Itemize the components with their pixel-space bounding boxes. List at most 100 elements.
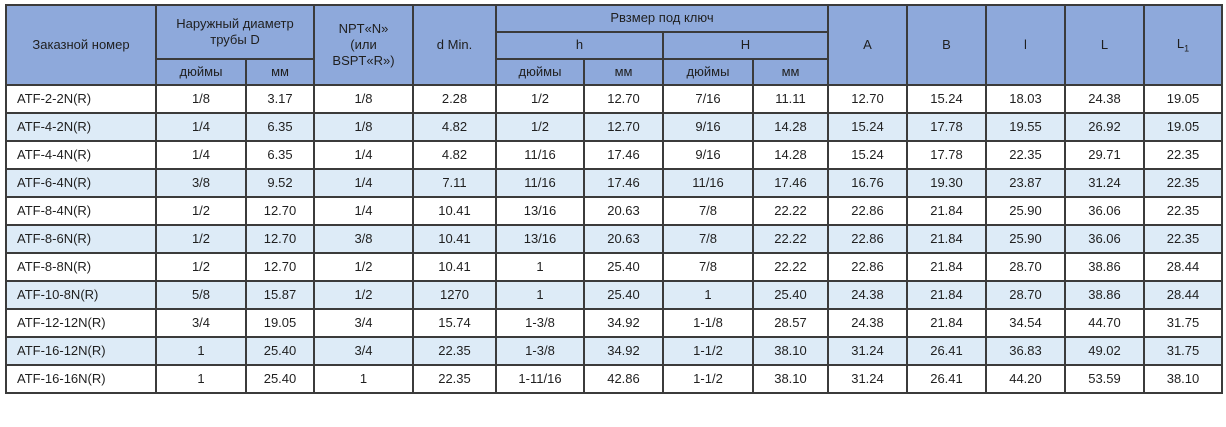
value-cell: 12.70 xyxy=(245,252,315,282)
value-cell: 17.78 xyxy=(906,112,987,142)
value-cell: 4.82 xyxy=(412,140,497,170)
value-cell: 42.86 xyxy=(583,364,664,394)
value-cell: 7/8 xyxy=(662,252,754,282)
value-cell: 53.59 xyxy=(1064,364,1145,394)
value-cell: 3/8 xyxy=(155,168,247,198)
value-cell: 24.38 xyxy=(827,280,908,310)
value-cell: 22.22 xyxy=(752,224,829,254)
value-cell: 15.87 xyxy=(245,280,315,310)
value-cell: 22.86 xyxy=(827,224,908,254)
order-number-cell: ATF-2-2N(R) xyxy=(5,84,157,114)
value-cell: 1/4 xyxy=(313,140,414,170)
value-cell: 15.24 xyxy=(906,84,987,114)
value-cell: 7.11 xyxy=(412,168,497,198)
value-cell: 36.06 xyxy=(1064,224,1145,254)
value-cell: 9.52 xyxy=(245,168,315,198)
column-header-h-upper: H xyxy=(662,31,829,60)
value-cell: 44.20 xyxy=(985,364,1066,394)
value-cell: 12.70 xyxy=(245,196,315,226)
value-cell: 3/4 xyxy=(313,336,414,366)
column-header-inches-h: дюймы xyxy=(495,58,585,86)
value-cell: 9/16 xyxy=(662,140,754,170)
value-cell: 28.57 xyxy=(752,308,829,338)
value-cell: 28.70 xyxy=(985,280,1066,310)
value-cell: 22.86 xyxy=(827,196,908,226)
table-row: ATF-16-12N(R) 1 25.40 3/4 22.35 1-3/8 34.92 1-1… xyxy=(5,336,1223,366)
value-cell: 2.28 xyxy=(412,84,497,114)
value-cell: 18.03 xyxy=(985,84,1066,114)
value-cell: 10.41 xyxy=(412,252,497,282)
value-cell: 22.35 xyxy=(1143,196,1223,226)
value-cell: 22.86 xyxy=(827,252,908,282)
value-cell: 21.84 xyxy=(906,224,987,254)
table-row: ATF-10-8N(R) 5/8 15.87 1/2 1270 1 25.40 1 25.40 2… xyxy=(5,280,1223,310)
order-number-cell: ATF-4-4N(R) xyxy=(5,140,157,170)
value-cell: 16.76 xyxy=(827,168,908,198)
value-cell: 13/16 xyxy=(495,224,585,254)
column-header-wrench-size: Рвзмер под ключ xyxy=(495,4,829,33)
l1-subscript: 1 xyxy=(1184,43,1190,54)
order-number-cell: ATF-8-4N(R) xyxy=(5,196,157,226)
value-cell: 34.92 xyxy=(583,308,664,338)
value-cell: 21.84 xyxy=(906,280,987,310)
value-cell: 31.75 xyxy=(1143,308,1223,338)
order-number-cell: ATF-6-4N(R) xyxy=(5,168,157,198)
column-header-b: B xyxy=(906,4,987,86)
value-cell: 7/8 xyxy=(662,224,754,254)
value-cell: 28.70 xyxy=(985,252,1066,282)
value-cell: 26.92 xyxy=(1064,112,1145,142)
value-cell: 13/16 xyxy=(495,196,585,226)
value-cell: 6.35 xyxy=(245,140,315,170)
value-cell: 22.35 xyxy=(412,364,497,394)
value-cell: 17.46 xyxy=(583,140,664,170)
value-cell: 26.41 xyxy=(906,336,987,366)
value-cell: 1/2 xyxy=(313,252,414,282)
value-cell: 22.35 xyxy=(1143,140,1223,170)
value-cell: 19.05 xyxy=(1143,84,1223,114)
value-cell: 1-1/2 xyxy=(662,364,754,394)
value-cell: 25.40 xyxy=(245,336,315,366)
order-number-cell: ATF-12-12N(R) xyxy=(5,308,157,338)
value-cell: 20.63 xyxy=(583,224,664,254)
value-cell: 12.70 xyxy=(583,112,664,142)
value-cell: 3/4 xyxy=(155,308,247,338)
fittings-dimensions-table: Заказной номер Наружный диаметр трубы D … xyxy=(5,4,1223,394)
value-cell: 17.46 xyxy=(583,168,664,198)
value-cell: 49.02 xyxy=(1064,336,1145,366)
value-cell: 1270 xyxy=(412,280,497,310)
column-header-l1: L1 xyxy=(1143,4,1223,86)
value-cell: 3.17 xyxy=(245,84,315,114)
value-cell: 24.38 xyxy=(827,308,908,338)
table-row: ATF-6-4N(R) 3/8 9.52 1/4 7.11 11/16 17.46 11/16… xyxy=(5,168,1223,198)
value-cell: 1-3/8 xyxy=(495,308,585,338)
table-header: Заказной номер Наружный диаметр трубы D … xyxy=(5,4,1223,86)
value-cell: 29.71 xyxy=(1064,140,1145,170)
column-header-order-number: Заказной номер xyxy=(5,4,157,86)
value-cell: 11.11 xyxy=(752,84,829,114)
value-cell: 14.28 xyxy=(752,112,829,142)
value-cell: 3/4 xyxy=(313,308,414,338)
value-cell: 1 xyxy=(662,280,754,310)
value-cell: 1 xyxy=(155,364,247,394)
value-cell: 14.28 xyxy=(752,140,829,170)
column-header-l-small: l xyxy=(985,4,1066,86)
value-cell: 19.30 xyxy=(906,168,987,198)
value-cell: 22.22 xyxy=(752,196,829,226)
value-cell: 1/2 xyxy=(495,84,585,114)
value-cell: 17.46 xyxy=(752,168,829,198)
value-cell: 38.86 xyxy=(1064,280,1145,310)
order-number-cell: ATF-8-6N(R) xyxy=(5,224,157,254)
value-cell: 22.35 xyxy=(412,336,497,366)
value-cell: 38.86 xyxy=(1064,252,1145,282)
npt-thread-label: NPT«N» (или BSPT«R») xyxy=(332,20,395,69)
value-cell: 22.35 xyxy=(1143,224,1223,254)
l1-base-label: L xyxy=(1176,35,1185,51)
value-cell: 1/2 xyxy=(155,224,247,254)
table-row: ATF-4-2N(R) 1/4 6.35 1/8 4.82 1/2 12.70 9/16 14.… xyxy=(5,112,1223,142)
value-cell: 1/8 xyxy=(313,112,414,142)
value-cell: 1/4 xyxy=(313,168,414,198)
value-cell: 28.44 xyxy=(1143,280,1223,310)
value-cell: 31.24 xyxy=(827,336,908,366)
value-cell: 36.06 xyxy=(1064,196,1145,226)
table-row: ATF-2-2N(R) 1/8 3.17 1/8 2.28 1/2 12.70 7/16 11.… xyxy=(5,84,1223,114)
